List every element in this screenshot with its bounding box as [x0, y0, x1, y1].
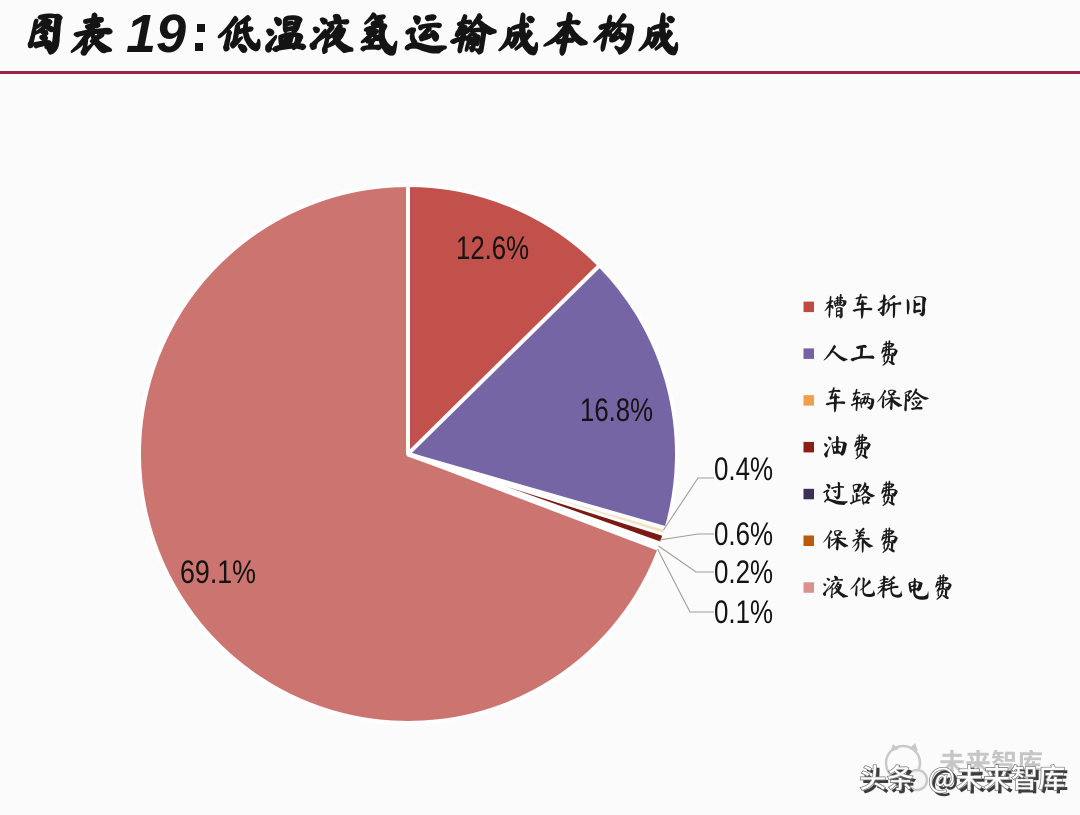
- svg-text:12.6%: 12.6%: [456, 230, 529, 266]
- svg-text:0.2%: 0.2%: [714, 554, 773, 590]
- svg-text:69.1%: 69.1%: [180, 554, 256, 590]
- svg-text:19: 19: [126, 4, 186, 64]
- svg-text:16.8%: 16.8%: [580, 392, 653, 428]
- svg-text:0.4%: 0.4%: [714, 451, 773, 487]
- svg-text:0.1%: 0.1%: [714, 594, 773, 630]
- svg-text:0.6%: 0.6%: [714, 516, 773, 552]
